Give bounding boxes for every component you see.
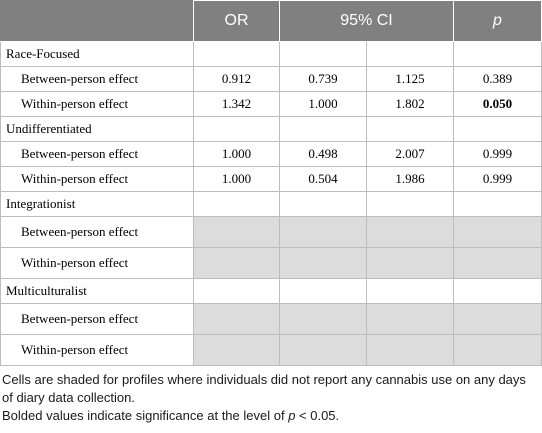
group-label: Race-Focused xyxy=(0,41,194,67)
group-row: Undifferentiated xyxy=(0,116,542,142)
group-label: Integrationist xyxy=(0,191,194,217)
group-row: Integrationist xyxy=(0,191,542,217)
shaded-cell xyxy=(279,303,367,335)
shaded-cell xyxy=(453,303,542,335)
shaded-cell xyxy=(193,247,280,279)
ci-low-cell: 0.498 xyxy=(279,141,367,167)
row-label: Within-person effect xyxy=(0,91,194,117)
shaded-cell xyxy=(279,334,367,366)
row-label: Between-person effect xyxy=(0,303,194,335)
p-cell: 0.389 xyxy=(453,66,542,92)
p-cell: 0.999 xyxy=(453,141,542,167)
ci-high-cell: 1.986 xyxy=(366,166,454,192)
shaded-cell xyxy=(366,303,454,335)
or-cell: 0.912 xyxy=(193,66,280,92)
table-row-shaded: Within-person effect xyxy=(0,247,542,279)
note-shading: Cells are shaded for profiles where indi… xyxy=(2,372,526,405)
shaded-cell xyxy=(193,216,280,248)
row-label: Between-person effect xyxy=(0,66,194,92)
ci-high-cell: 1.125 xyxy=(366,66,454,92)
table-row: Within-person effect 1.342 1.000 1.802 0… xyxy=(0,91,542,117)
shaded-cell xyxy=(193,334,280,366)
shaded-cell xyxy=(279,247,367,279)
shaded-cell xyxy=(453,216,542,248)
note-significance: Bolded values indicate significance at t… xyxy=(2,408,340,423)
table-row: Between-person effect 1.000 0.498 2.007 … xyxy=(0,141,542,167)
ci-high-cell: 1.802 xyxy=(366,91,454,117)
header-row: OR 95% CI p xyxy=(0,0,542,42)
row-label: Between-person effect xyxy=(0,216,194,248)
p-cell-significant: 0.050 xyxy=(453,91,542,117)
shaded-cell xyxy=(366,247,454,279)
or-cell: 1.000 xyxy=(193,141,280,167)
shaded-cell xyxy=(366,216,454,248)
table-row-shaded: Between-person effect xyxy=(0,216,542,248)
table-row: Between-person effect 0.912 0.739 1.125 … xyxy=(0,66,542,92)
table-row: Within-person effect 1.000 0.504 1.986 0… xyxy=(0,166,542,192)
shaded-cell xyxy=(453,334,542,366)
or-cell: 1.342 xyxy=(193,91,280,117)
header-or: OR xyxy=(193,0,280,42)
shaded-cell xyxy=(453,247,542,279)
row-label: Within-person effect xyxy=(0,334,194,366)
table-row-shaded: Between-person effect xyxy=(0,303,542,335)
row-label: Between-person effect xyxy=(0,141,194,167)
row-label: Within-person effect xyxy=(0,166,194,192)
shaded-cell xyxy=(366,334,454,366)
group-row: Race-Focused xyxy=(0,41,542,67)
table-row-shaded: Within-person effect xyxy=(0,334,542,366)
ci-low-cell: 0.504 xyxy=(279,166,367,192)
shaded-cell xyxy=(279,216,367,248)
results-table: OR 95% CI p Race-Focused Between-person … xyxy=(0,0,542,366)
table-notes: Cells are shaded for profiles where indi… xyxy=(0,366,542,425)
ci-low-cell: 1.000 xyxy=(279,91,367,117)
p-cell: 0.999 xyxy=(453,166,542,192)
group-label: Multiculturalist xyxy=(0,278,194,304)
row-label: Within-person effect xyxy=(0,247,194,279)
header-p: p xyxy=(453,0,542,42)
group-label: Undifferentiated xyxy=(0,116,194,142)
header-ci: 95% CI xyxy=(279,0,454,42)
shaded-cell xyxy=(193,303,280,335)
ci-high-cell: 2.007 xyxy=(366,141,454,167)
header-blank-cell xyxy=(0,0,194,42)
or-cell: 1.000 xyxy=(193,166,280,192)
ci-low-cell: 0.739 xyxy=(279,66,367,92)
group-row: Multiculturalist xyxy=(0,278,542,304)
